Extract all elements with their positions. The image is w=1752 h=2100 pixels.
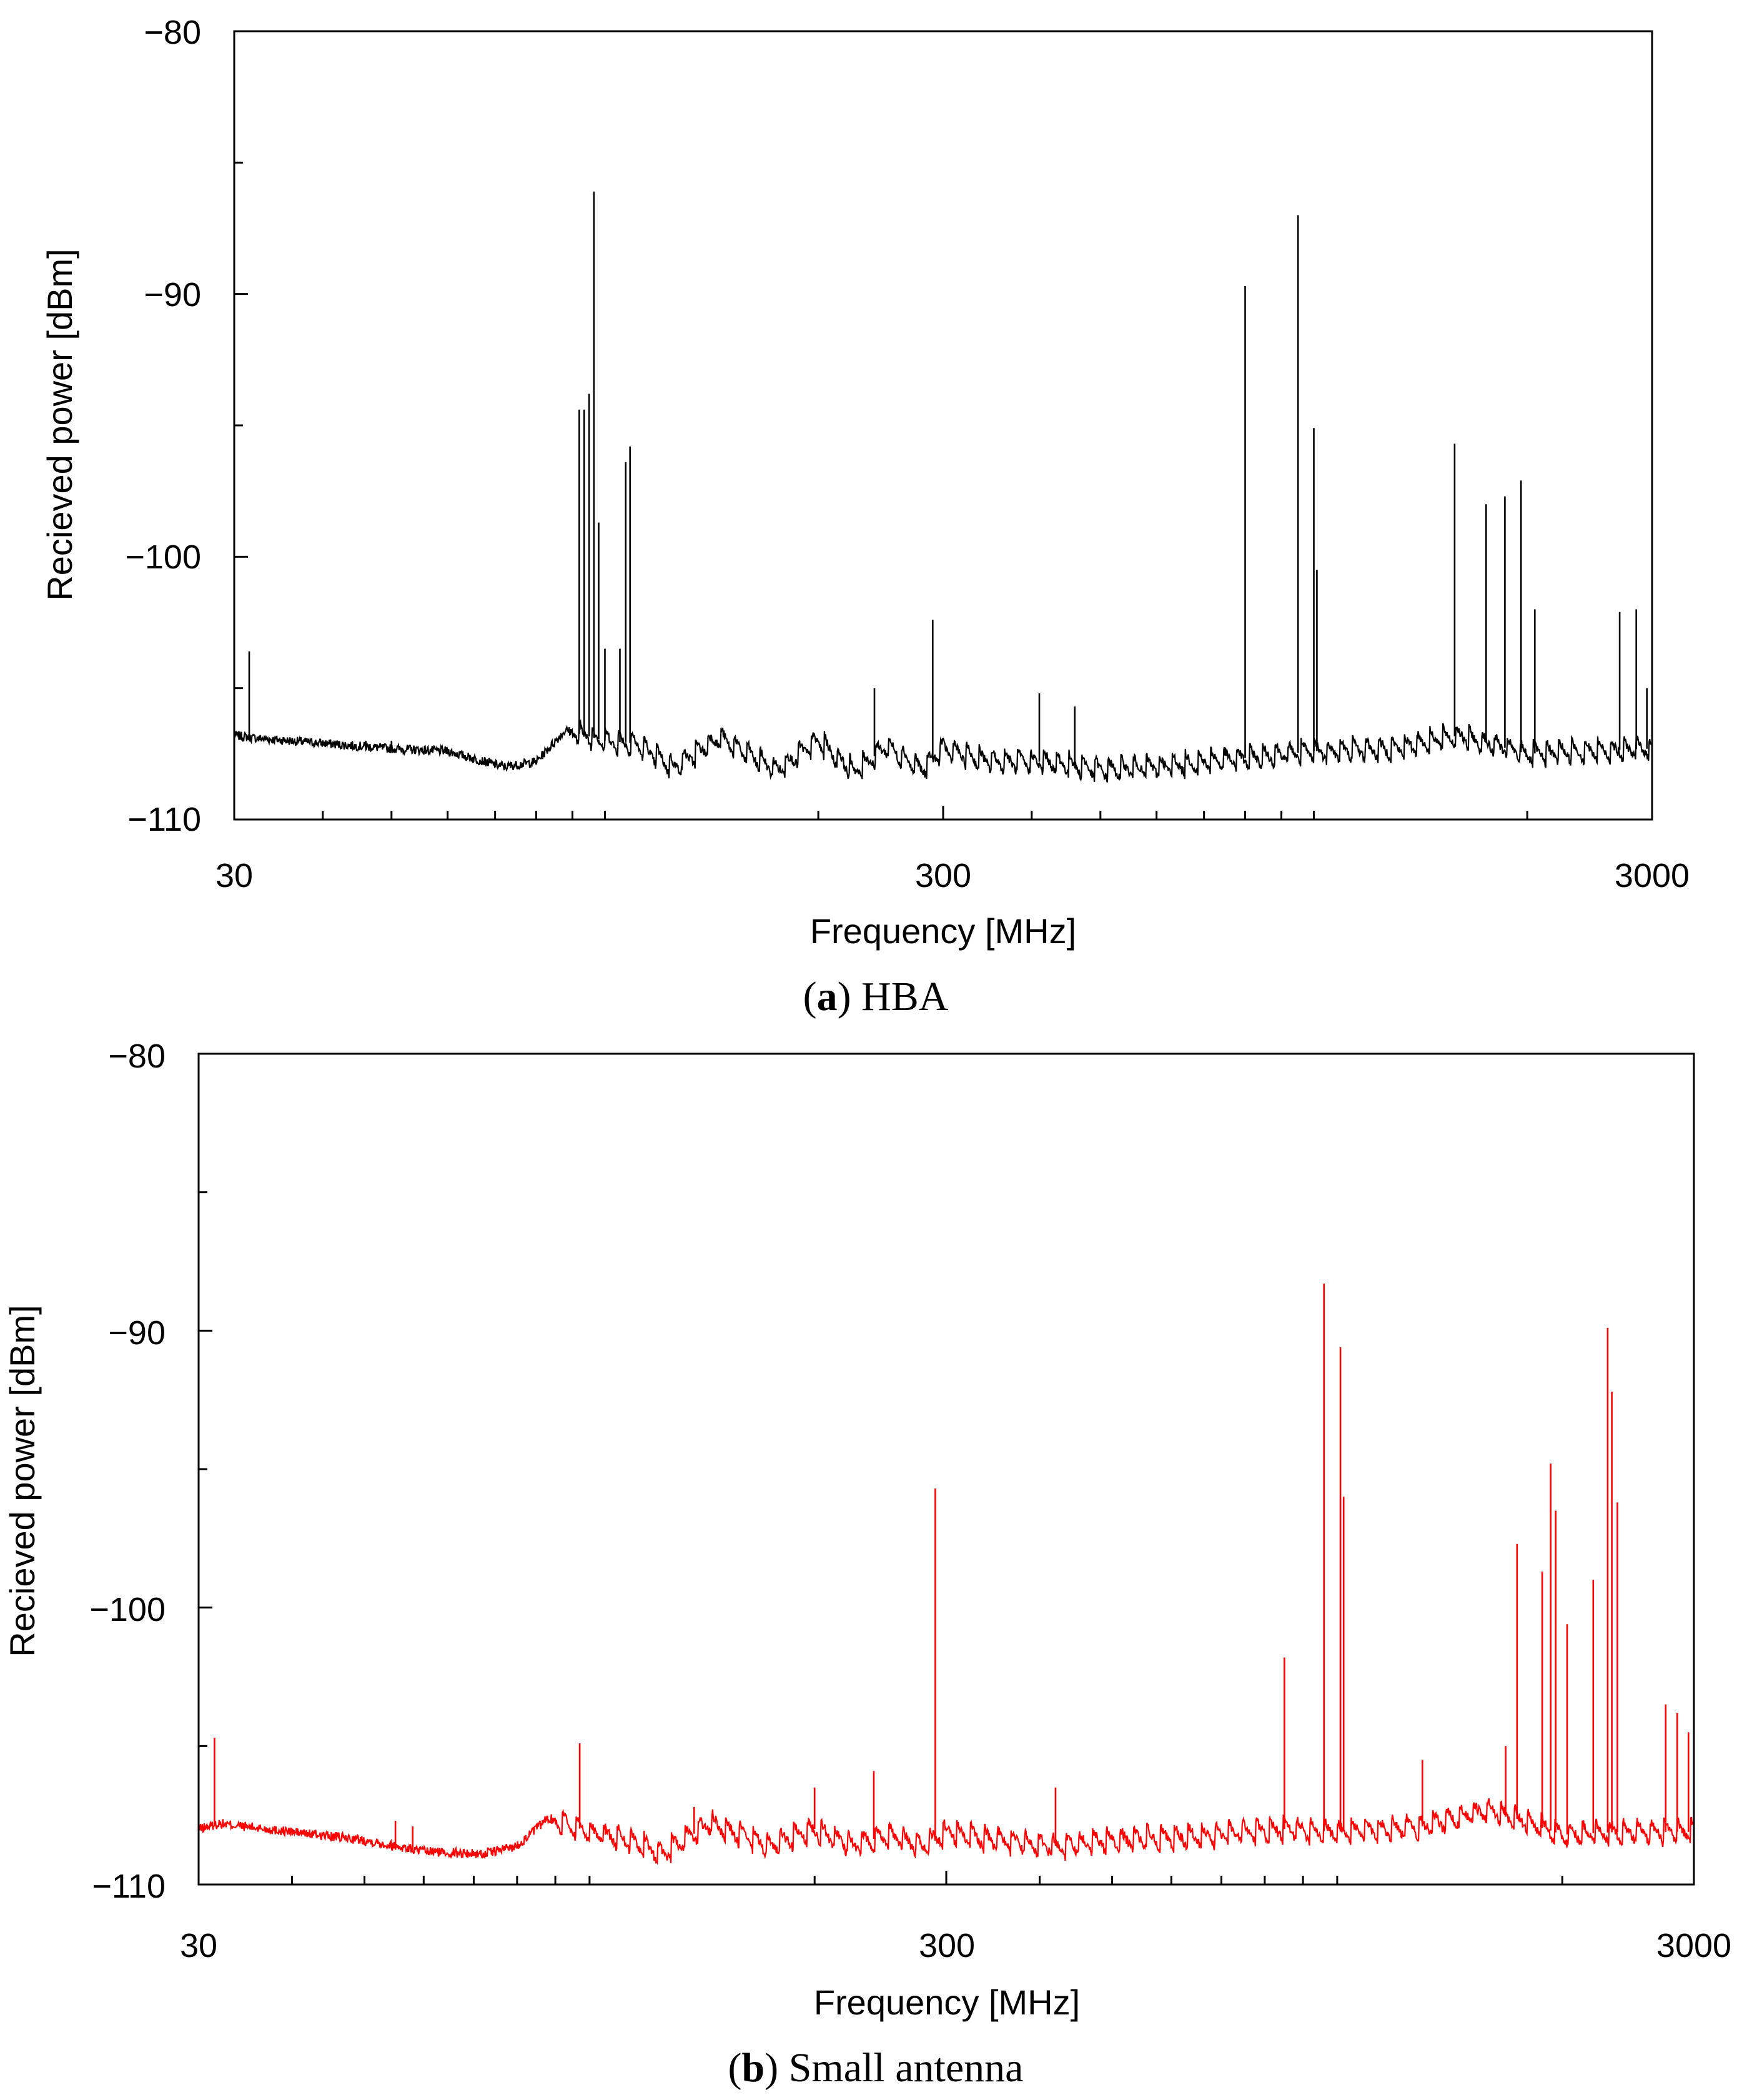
y-tick-label-a-3: −110 bbox=[127, 801, 201, 838]
y-tick-label-b-2: −100 bbox=[89, 1591, 166, 1628]
y-axis-title-a: Recieved power [dBm] bbox=[40, 249, 79, 600]
plot-area-a bbox=[233, 191, 1653, 783]
x-tick-labels-a: 30 300 3000 bbox=[215, 857, 1690, 894]
caption-b: (b) Small antenna bbox=[728, 2045, 1024, 2091]
caption-a: (a) HBA bbox=[803, 974, 949, 1019]
plot-frame-b bbox=[197, 1052, 1695, 1886]
x-tick-label-b-2: 3000 bbox=[1656, 1927, 1731, 1964]
x-tick-label-b-0: 30 bbox=[180, 1927, 217, 1964]
y-axis-title-b: Recieved power [dBm] bbox=[2, 1305, 42, 1657]
y-tick-label-b-3: −110 bbox=[92, 1868, 166, 1905]
y-axis-label-b: Recieved power [dBm] bbox=[2, 1305, 42, 1657]
caption-b-letter: b bbox=[742, 2045, 765, 2091]
y-tick-label-a-0: −80 bbox=[144, 14, 201, 51]
y-tick-label-b-0: −80 bbox=[108, 1038, 166, 1075]
caption-b-text: Small antenna bbox=[778, 2045, 1023, 2091]
x-tick-label-a-2: 3000 bbox=[1615, 857, 1690, 894]
y-tick-label-b-1: −90 bbox=[108, 1314, 166, 1352]
caption-a-text: HBA bbox=[851, 974, 949, 1019]
x-tick-label-b-1: 300 bbox=[919, 1927, 975, 1964]
x-tick-label-a-0: 30 bbox=[215, 857, 253, 894]
x-axis-label-b: Frequency [MHz] bbox=[814, 1983, 1080, 2022]
y-tick-label-a-2: −100 bbox=[125, 538, 201, 576]
panel-a: Recieved power [dBm] −80 −90 −100 −110 3… bbox=[40, 14, 1690, 1019]
plot-area-b bbox=[197, 1284, 1695, 1865]
x-tick-label-a-1: 300 bbox=[915, 857, 971, 894]
caption-a-letter: a bbox=[817, 974, 838, 1019]
plot-frame-a bbox=[233, 30, 1653, 821]
x-axis-label-a: Frequency [MHz] bbox=[810, 911, 1076, 951]
y-tick-labels-a: −80 −90 −100 −110 bbox=[125, 14, 201, 838]
spectrum-trace-a bbox=[233, 718, 1653, 783]
spectrum-trace-b bbox=[197, 1798, 1695, 1865]
axis-ticks-a bbox=[233, 30, 1653, 821]
axis-ticks-b bbox=[197, 1052, 1695, 1886]
x-tick-labels-b: 30 300 3000 bbox=[180, 1927, 1731, 1964]
panel-b: Recieved power [dBm] −80 −90 −100 −110 3… bbox=[2, 1038, 1731, 2091]
y-tick-label-a-1: −90 bbox=[144, 276, 201, 314]
y-axis-label-a: Recieved power [dBm] bbox=[40, 249, 79, 600]
y-tick-labels-b: −80 −90 −100 −110 bbox=[89, 1038, 166, 1905]
